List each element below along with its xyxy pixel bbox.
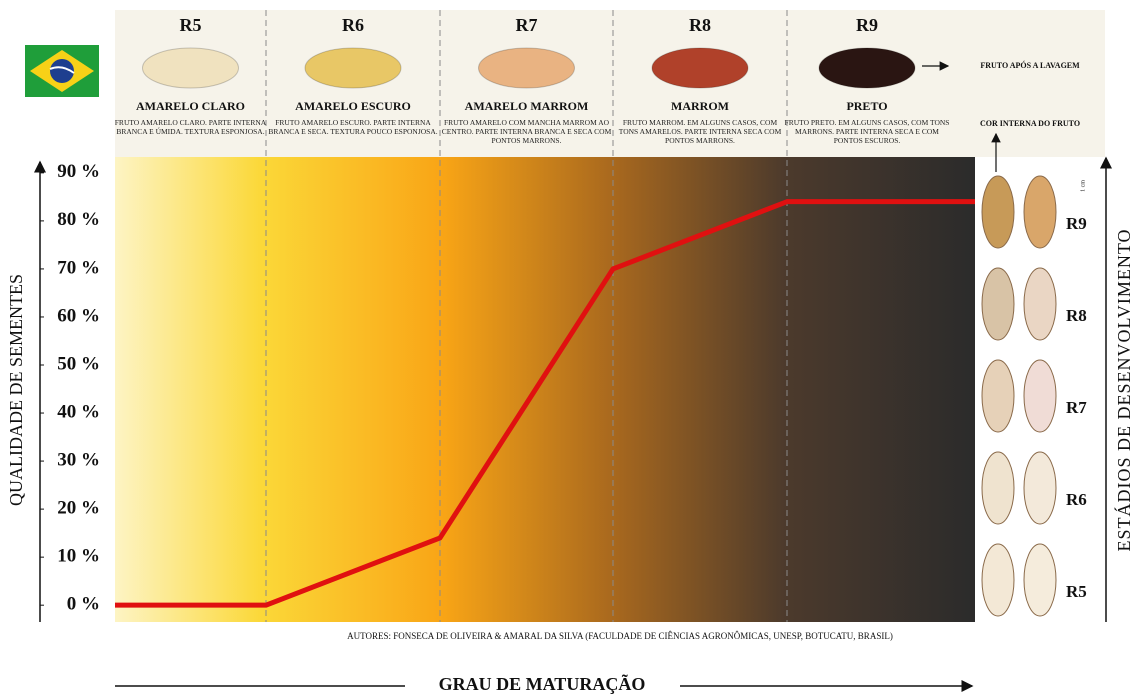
peanut-inner (1024, 176, 1056, 248)
stage-color: MARROM (671, 99, 729, 113)
side-label: R6 (1066, 490, 1087, 509)
peanut-inner (982, 268, 1014, 340)
y-tick-label: 60 % (57, 305, 100, 326)
peanut-inner (1024, 452, 1056, 524)
side-label: R9 (1066, 214, 1087, 233)
y-tick-label: 20 % (57, 497, 100, 518)
scale-label: 1 cm (1080, 180, 1086, 192)
stage-name: R8 (689, 15, 711, 35)
peanut-inner (982, 360, 1014, 432)
side-label: R5 (1066, 582, 1087, 601)
y-tick-label: 70 % (57, 257, 100, 278)
stage-color: AMARELO MARROM (465, 99, 589, 113)
peanut-inner (982, 452, 1014, 524)
peanut (652, 48, 748, 88)
y-tick-label: 10 % (57, 546, 100, 567)
side-title: ESTÁDIOS DE DESENVOLVIMENTO (1113, 229, 1131, 552)
peanut (143, 48, 239, 88)
stage-name: R6 (342, 15, 364, 35)
stage-color: AMARELO CLARO (136, 99, 245, 113)
x-axis-title: GRAU DE MATURAÇÃO (439, 673, 646, 694)
stage-color: PRETO (846, 99, 887, 113)
flag (25, 45, 99, 97)
stage-description: FRUTO AMARELO ESCURO. PARTE INTERNA BRAN… (268, 118, 438, 136)
peanut-inner (1024, 544, 1056, 616)
stage-color: AMARELO ESCURO (295, 99, 411, 113)
chart: QUALIDADE DE SEMENTES ESTÁDIOS DE DESENV… (0, 0, 1131, 696)
y-tick-label: 0 % (67, 594, 100, 615)
peanut-inner (1024, 360, 1056, 432)
note: AUTORES: FONSECA DE OLIVEIRA & AMARAL DA… (347, 631, 893, 641)
side-label: R7 (1066, 398, 1087, 417)
peanut (479, 48, 575, 88)
annotation: FRUTO APÓS A LAVAGEM (980, 60, 1080, 70)
stage-description: FRUTO AMARELO CLARO. PARTE INTERNA BRANC… (106, 118, 276, 136)
peanut (819, 48, 915, 88)
y-tick-label: 80 % (57, 209, 100, 230)
stage-description: FRUTO AMARELO COM MANCHA MARROM AO CENTR… (442, 118, 612, 145)
stage-name: R9 (856, 15, 878, 35)
stage-description: FRUTO PRETO. EM ALGUNS CASOS, COM TONS M… (782, 118, 952, 145)
plot-bg (115, 157, 975, 622)
y-tick-label: 30 % (57, 449, 100, 470)
peanut (305, 48, 401, 88)
peanut-inner (982, 544, 1014, 616)
y-tick-label: 90 % (57, 161, 100, 182)
y-tick-label: 40 % (57, 401, 100, 422)
stage-name: R5 (180, 15, 202, 35)
peanut-inner (982, 176, 1014, 248)
y-tick-label: 50 % (57, 353, 100, 374)
infographic: QUALIDADE DE SEMENTES ESTÁDIOS DE DESENV… (0, 0, 1131, 696)
stage-description: FRUTO MARROM. EM ALGUNS CASOS, COM TONS … (615, 118, 785, 145)
side-label: R8 (1066, 306, 1087, 325)
stage-name: R7 (516, 15, 538, 35)
peanut-inner (1024, 268, 1056, 340)
y-axis-title: QUALIDADE DE SEMENTES (6, 274, 26, 506)
annotation: COR INTERNA DO FRUTO (980, 119, 1080, 128)
